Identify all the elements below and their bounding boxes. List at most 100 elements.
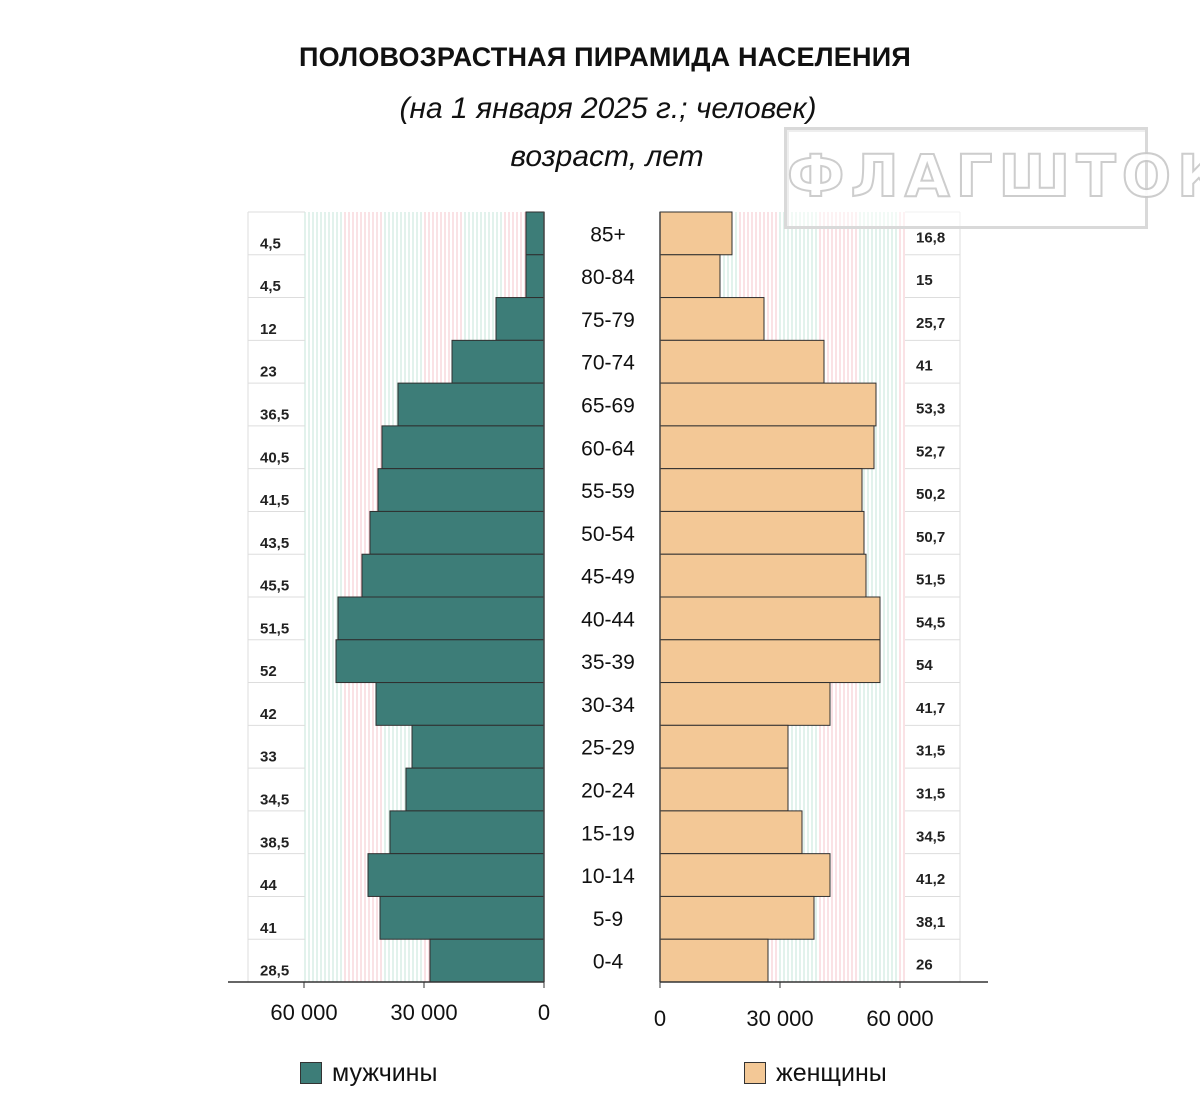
legend-label-men: мужчины <box>332 1058 438 1087</box>
bar-men <box>451 339 545 384</box>
bar-women <box>659 724 789 769</box>
bar-women <box>659 853 831 897</box>
age-group-label: 60-64 <box>581 437 635 460</box>
women-value-label: 41 <box>916 358 933 375</box>
men-value-label: 33 <box>260 749 277 766</box>
women-value-label: 50,7 <box>916 529 945 546</box>
bar-men <box>411 724 545 769</box>
age-group-label: 45-49 <box>581 566 635 589</box>
legend-item-women: женщины <box>744 1058 887 1088</box>
bar-men <box>379 895 545 940</box>
bar-women <box>659 938 769 983</box>
bar-women <box>659 682 831 726</box>
men-value-label: 4,5 <box>260 235 281 252</box>
age-group-label: 30-34 <box>581 694 635 717</box>
legend-label-women: женщины <box>776 1058 887 1087</box>
bar-women <box>659 339 825 384</box>
bar-men <box>525 211 545 256</box>
men-value-label: 12 <box>260 321 277 338</box>
bar-women <box>659 211 733 256</box>
men-value-label: 44 <box>260 877 277 894</box>
age-group-label: 75-79 <box>581 309 635 332</box>
x-tick-label-right: 30 000 <box>746 1006 813 1031</box>
men-value-label: 36,5 <box>260 407 289 424</box>
women-value-label: 41,2 <box>916 871 945 888</box>
bar-men <box>335 639 545 684</box>
women-value-label: 34,5 <box>916 828 945 845</box>
bar-men <box>377 468 545 512</box>
age-axis-label: возраст, лет <box>510 140 704 173</box>
women-value-label: 38,1 <box>916 914 945 931</box>
bar-men <box>429 938 545 983</box>
x-tick-label-left: 30 000 <box>390 1000 457 1025</box>
age-group-label: 25-29 <box>581 737 635 760</box>
age-group-label: 65-69 <box>581 395 635 418</box>
men-value-label: 41,5 <box>260 492 289 509</box>
bar-men <box>381 425 545 470</box>
men-value-label: 45,5 <box>260 578 289 595</box>
age-group-label: 50-54 <box>581 523 635 546</box>
bar-women <box>659 895 815 940</box>
bar-men <box>389 810 545 855</box>
bar-men <box>337 596 545 641</box>
bar-men <box>367 853 545 897</box>
bar-women <box>659 425 875 470</box>
bar-men <box>361 553 545 598</box>
women-value-label: 52,7 <box>916 443 945 460</box>
bar-men <box>405 767 545 812</box>
women-value-label: 25,7 <box>916 315 945 332</box>
legend-swatch-women <box>744 1062 766 1084</box>
men-value-label: 4,5 <box>260 278 281 295</box>
chart-title: ПОЛОВОЗРАСТНАЯ ПИРАМИДА НАСЕЛЕНИЯ <box>299 42 911 72</box>
age-group-label: 15-19 <box>581 822 635 845</box>
women-value-label: 53,3 <box>916 401 945 418</box>
legend-swatch-men <box>300 1062 322 1084</box>
age-group-label: 55-59 <box>581 480 635 503</box>
women-value-label: 41,7 <box>916 700 945 717</box>
bar-women <box>659 468 863 512</box>
men-value-label: 38,5 <box>260 834 289 851</box>
legend-item-men: мужчины <box>300 1058 437 1088</box>
women-value-label: 16,8 <box>916 229 945 246</box>
chart-subtitle: (на 1 января 2025 г.; человек) <box>399 92 817 125</box>
bar-women <box>659 510 865 555</box>
age-group-label: 10-14 <box>581 865 635 888</box>
women-value-label: 15 <box>916 272 933 289</box>
bar-women <box>659 553 867 598</box>
women-value-label: 54,5 <box>916 614 945 631</box>
bar-men <box>375 682 545 726</box>
women-value-label: 31,5 <box>916 743 945 760</box>
age-group-label: 40-44 <box>581 608 635 631</box>
bar-men <box>495 297 545 341</box>
men-value-label: 42 <box>260 706 277 723</box>
x-tick-label-right: 60 000 <box>866 1006 933 1031</box>
bar-women <box>659 382 877 427</box>
women-value-label: 51,5 <box>916 572 945 589</box>
women-value-label: 50,2 <box>916 486 945 503</box>
men-value-label: 28,5 <box>260 963 289 980</box>
x-tick-label-left: 60 000 <box>270 1000 337 1025</box>
men-value-label: 41 <box>260 920 277 937</box>
women-value-label: 31,5 <box>916 786 945 803</box>
bar-women <box>659 596 881 641</box>
bar-women <box>659 767 789 812</box>
men-value-label: 23 <box>260 364 277 381</box>
bar-women <box>659 639 881 684</box>
men-value-label: 51,5 <box>260 620 289 637</box>
age-group-label: 20-24 <box>581 780 635 803</box>
men-value-label: 34,5 <box>260 792 289 809</box>
men-value-label: 43,5 <box>260 535 289 552</box>
x-tick-label-left: 0 <box>538 1000 550 1025</box>
x-tick-label-right: 0 <box>654 1006 666 1031</box>
age-group-label: 70-74 <box>581 352 635 375</box>
bar-women <box>659 297 765 341</box>
men-value-label: 40,5 <box>260 449 289 466</box>
age-group-label: 0-4 <box>593 951 624 974</box>
age-group-label: 5-9 <box>593 908 623 931</box>
age-group-label: 85+ <box>590 223 626 246</box>
bar-women <box>659 254 721 299</box>
age-group-label: 80-84 <box>581 266 635 289</box>
women-value-label: 54 <box>916 657 933 674</box>
age-group-label: 35-39 <box>581 651 635 674</box>
